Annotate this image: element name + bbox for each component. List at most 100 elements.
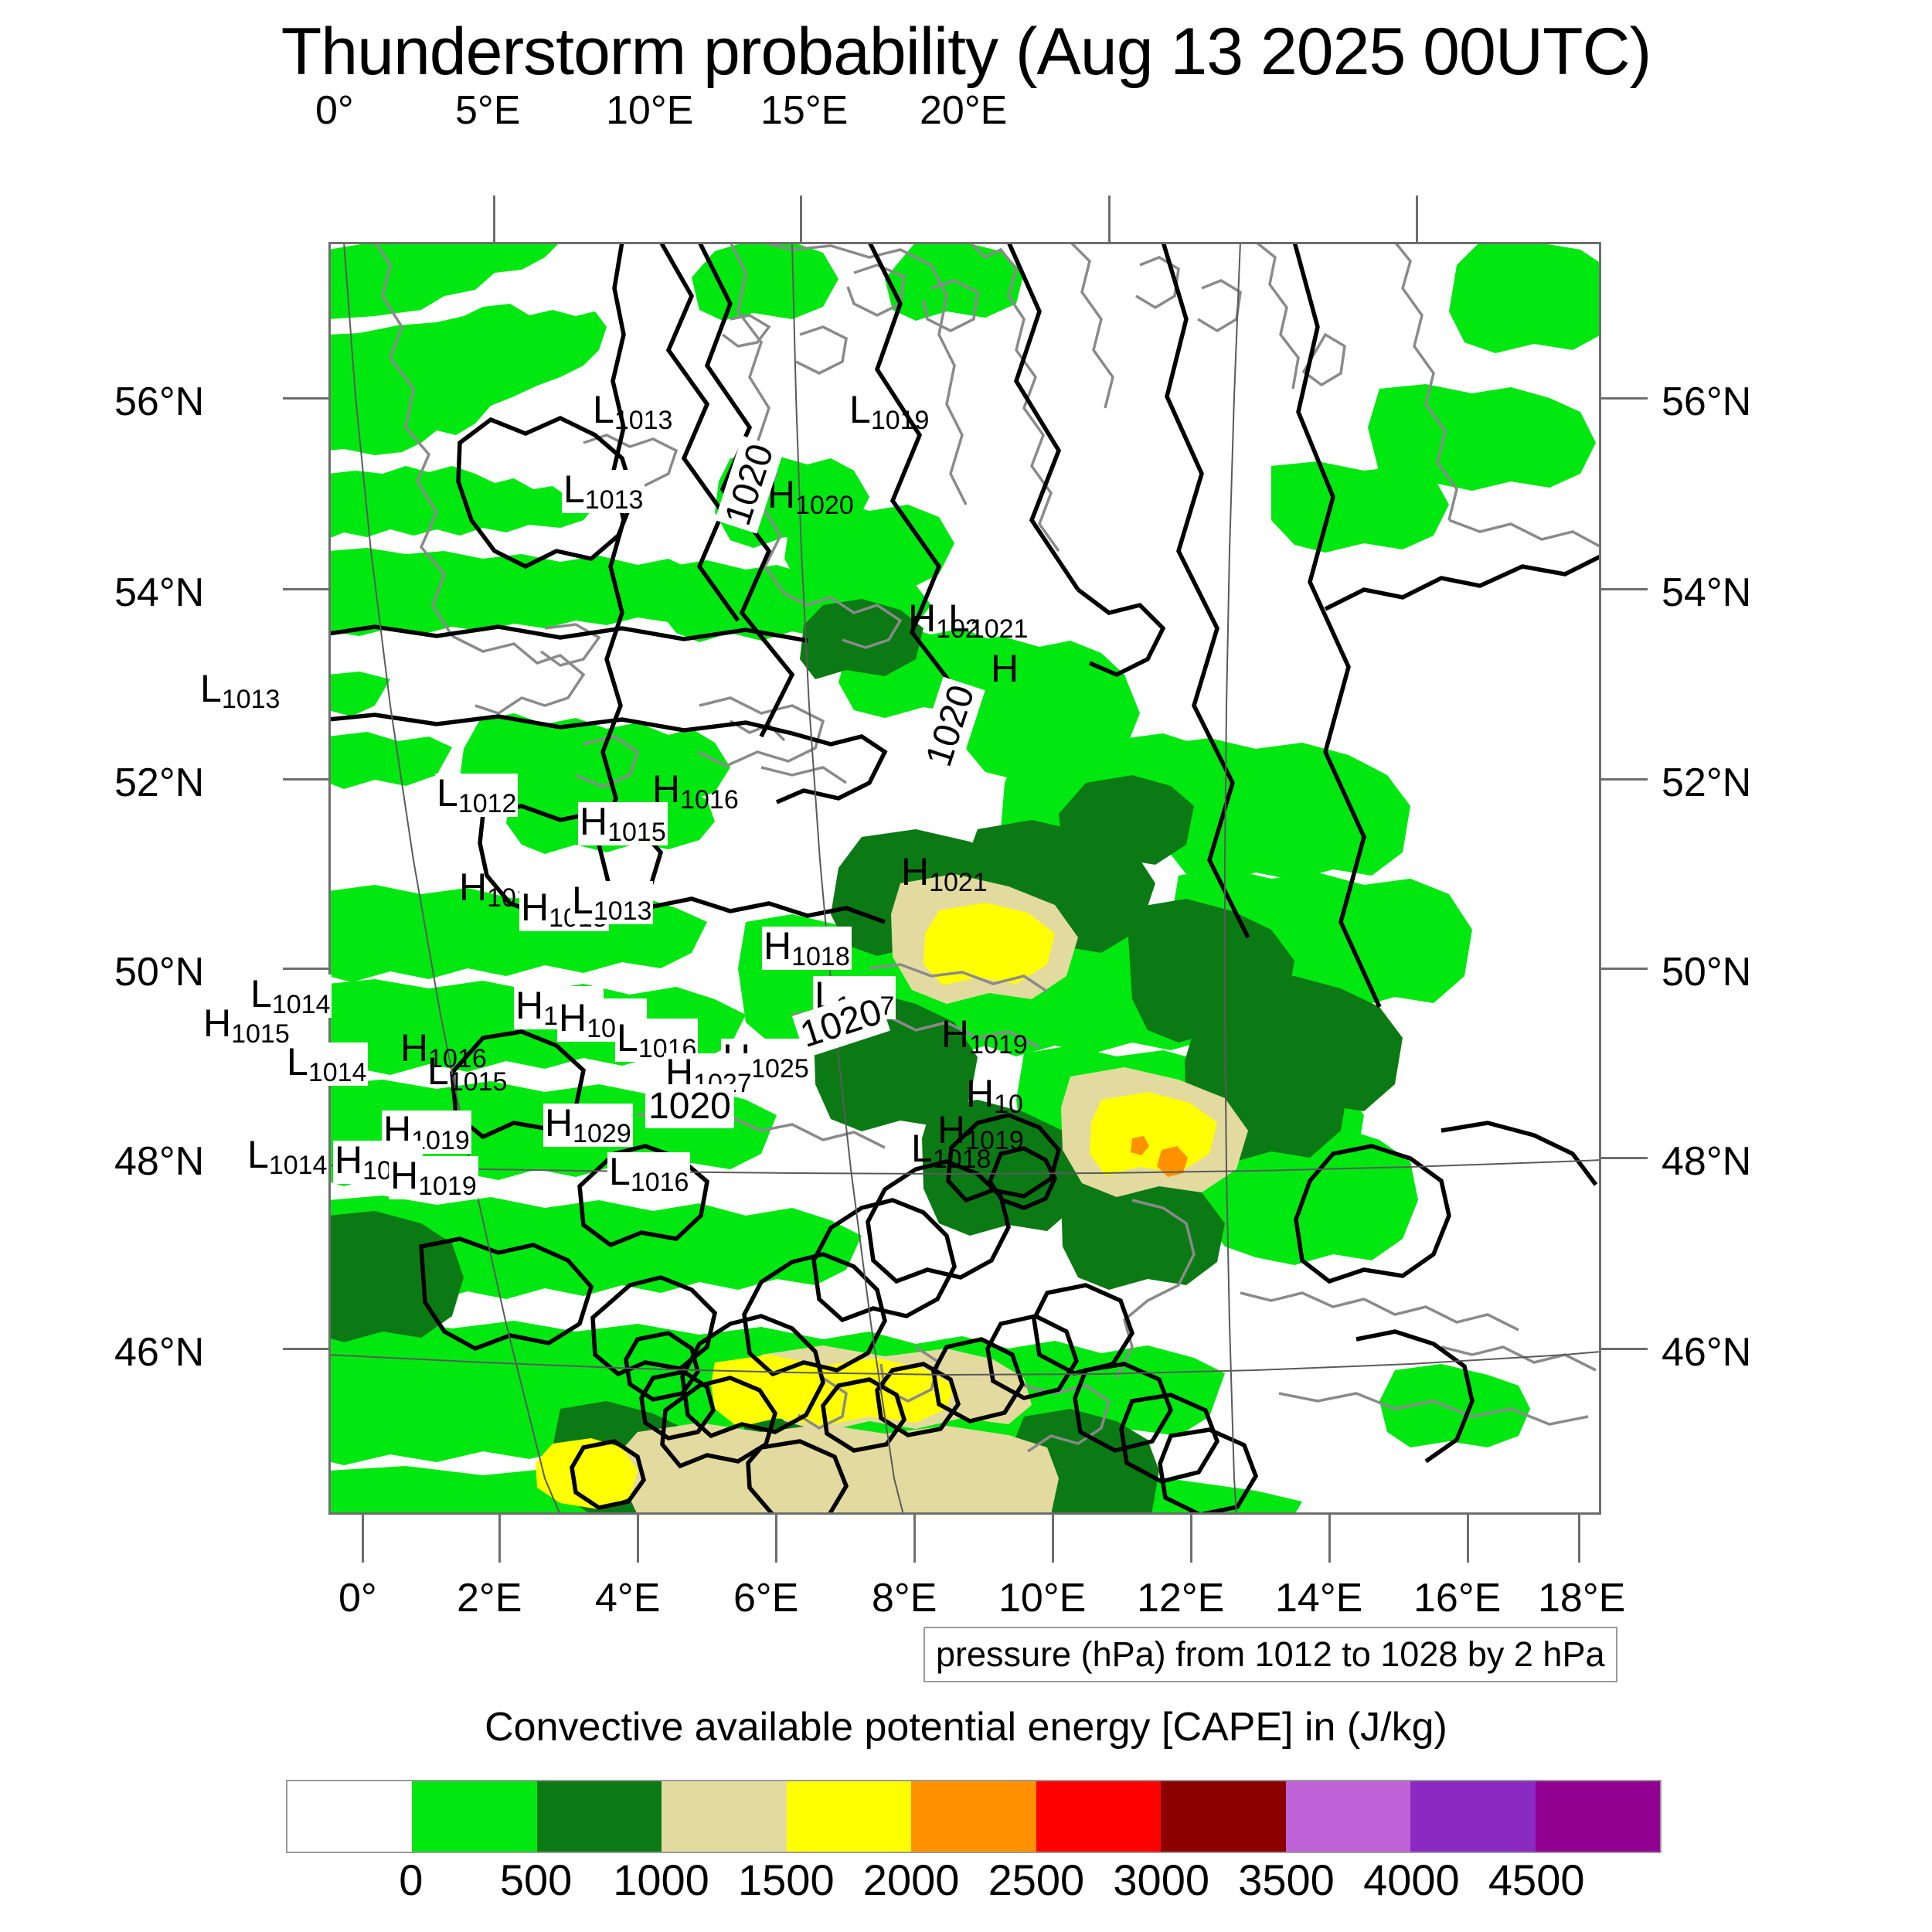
cape-green-patch	[784, 500, 954, 594]
cape-green-patch	[692, 242, 838, 321]
bottom-tick-label-9: 18°E	[1538, 1576, 1626, 1621]
colorbar-tick-6: 3000	[1113, 1855, 1209, 1904]
bottom-tick-mark	[1578, 1515, 1580, 1563]
cape-orange-patch	[1131, 1136, 1149, 1155]
pressure-marker-H-1020: H1020	[767, 473, 854, 520]
cape-yellow-patch	[1090, 1092, 1217, 1175]
left-tick-mark	[283, 778, 329, 781]
left-tick-label-4: 48°N	[114, 1139, 205, 1184]
pressure-marker-L-1019: L1019	[849, 388, 930, 435]
cape-green-patch	[328, 242, 560, 319]
pressure-marker-L-1013: L1013	[570, 879, 654, 926]
right-tick-label-1: 54°N	[1662, 570, 1752, 615]
colorbar-tick-1: 500	[499, 1855, 573, 1904]
right-tick-mark	[1601, 588, 1648, 590]
cape-yellow-patch	[536, 1438, 638, 1509]
pressure-marker-H-1019: H1019	[389, 1154, 478, 1201]
page-title: Thunderstorm probability (Aug 13 2025 00…	[281, 15, 1651, 89]
right-tick-mark	[1601, 1157, 1648, 1159]
bottom-tick-mark	[637, 1515, 639, 1563]
colorbar-tick-7: 3500	[1238, 1855, 1335, 1904]
pressure-marker-L-1013: L1013	[593, 388, 673, 435]
top-tick-mark	[1108, 196, 1111, 243]
colorbar-tick-8: 4000	[1363, 1855, 1460, 1904]
bottom-tick-label-1: 2°E	[457, 1576, 522, 1621]
pressure-marker-H-1018: H1018	[762, 924, 852, 971]
cape-shading-layer	[328, 242, 1601, 1515]
cape-green-patch	[1368, 384, 1596, 492]
left-tick-mark	[283, 1348, 329, 1350]
cape-darkgreen-patch	[1059, 775, 1194, 868]
top-tick-label-2: 10°E	[606, 88, 694, 133]
bottom-tick-mark	[362, 1515, 364, 1563]
bottom-tick-label-6: 12°E	[1137, 1576, 1225, 1621]
bottom-tick-label-0: 0°	[338, 1576, 377, 1621]
colorbar-tick-9: 4500	[1488, 1855, 1585, 1904]
cape-green-patch	[328, 304, 607, 455]
right-tick-mark	[1601, 1348, 1648, 1350]
cape-green-patch	[328, 672, 390, 716]
pressure-marker-L-1013: L1013	[200, 667, 281, 714]
pressure-marker-L-1013: L1013	[562, 468, 645, 515]
right-tick-mark	[1601, 968, 1648, 970]
colorbar-swatch-8	[1285, 1781, 1411, 1852]
bottom-tick-label-2: 4°E	[595, 1576, 661, 1621]
left-tick-mark	[283, 968, 329, 970]
bottom-tick-label-8: 16°E	[1413, 1576, 1502, 1621]
cape-orange-patch	[1157, 1146, 1188, 1177]
bottom-tick-label-3: 6°E	[733, 1576, 799, 1621]
bottom-tick-mark	[498, 1515, 501, 1563]
colorbar-caption: Convective available potential energy [C…	[485, 1705, 1447, 1750]
left-tick-label-2: 52°N	[114, 760, 205, 805]
colorbar-swatch-0	[287, 1781, 413, 1852]
right-tick-label-5: 46°N	[1662, 1330, 1752, 1375]
bottom-tick-mark	[1467, 1515, 1469, 1563]
colorbar-swatch-3	[662, 1781, 787, 1852]
colorbar[interactable]	[286, 1780, 1662, 1853]
colorbar-tick-0: 0	[399, 1855, 423, 1904]
pressure-marker-L-1014: L1014	[246, 1133, 329, 1180]
pressure-marker-H-1019: H1019	[937, 1108, 1024, 1155]
left-tick-label-0: 56°N	[114, 379, 205, 424]
top-tick-label-3: 15°E	[760, 88, 849, 133]
top-tick-mark	[1416, 196, 1418, 243]
bottom-tick-mark	[1190, 1515, 1192, 1563]
cape-green-patch	[1155, 738, 1410, 883]
left-tick-label-1: 54°N	[114, 570, 205, 615]
colorbar-swatch-9	[1410, 1781, 1536, 1852]
pressure-marker-H-1019: H1019	[941, 1012, 1028, 1060]
left-tick-label-3: 50°N	[114, 950, 205, 995]
cape-darkgreen-patch	[800, 599, 923, 679]
bottom-tick-mark	[913, 1515, 916, 1563]
pressure-marker-L-1014: L1014	[249, 972, 332, 1019]
cape-darkgreen-patch	[1061, 1162, 1225, 1290]
pressure-marker-H-1015: H1015	[203, 1002, 290, 1049]
colorbar-swatch-10	[1535, 1781, 1660, 1852]
cape-green-patch	[1271, 461, 1449, 553]
top-tick-label-1: 5°E	[455, 88, 521, 133]
pressure-marker-L-1014: L1014	[285, 1040, 369, 1087]
pressure-marker-L-1015: L1015	[427, 1049, 508, 1097]
left-tick-label-5: 46°N	[114, 1330, 205, 1375]
colorbar-tick-2: 1000	[613, 1855, 709, 1904]
right-tick-mark	[1601, 397, 1648, 400]
bottom-tick-label-5: 10°E	[998, 1576, 1087, 1621]
colorbar-tick-3: 1500	[738, 1855, 835, 1904]
pressure-marker-L-1016: L1016	[607, 1150, 691, 1197]
pressure-marker-H-1029: H1029	[543, 1101, 633, 1148]
map-canvas	[328, 242, 1601, 1515]
colorbar-swatch-5	[911, 1781, 1036, 1852]
colorbar-tick-labels: 0 500 1000 1500 2000 2500 3000 3500 4000…	[286, 1855, 1662, 1917]
left-tick-mark	[283, 588, 329, 590]
cape-yellow-patch	[923, 903, 1055, 985]
colorbar-swatch-1	[412, 1781, 537, 1852]
bottom-tick-label-4: 8°E	[872, 1576, 937, 1621]
pressure-marker-L-1012: L1012	[435, 771, 519, 818]
pressure-marker-L-1021: L1021	[948, 597, 1029, 644]
right-tick-label-2: 52°N	[1662, 760, 1752, 805]
map-plot-area[interactable]: L1013 L1013 L1013 L1019 H1020 H102 L1021…	[200, 242, 1601, 1515]
pressure-marker-H-10: H10	[966, 1072, 1023, 1119]
pressure-marker-H-1016: H1016	[652, 767, 739, 815]
colorbar-swatch-4	[786, 1781, 912, 1852]
